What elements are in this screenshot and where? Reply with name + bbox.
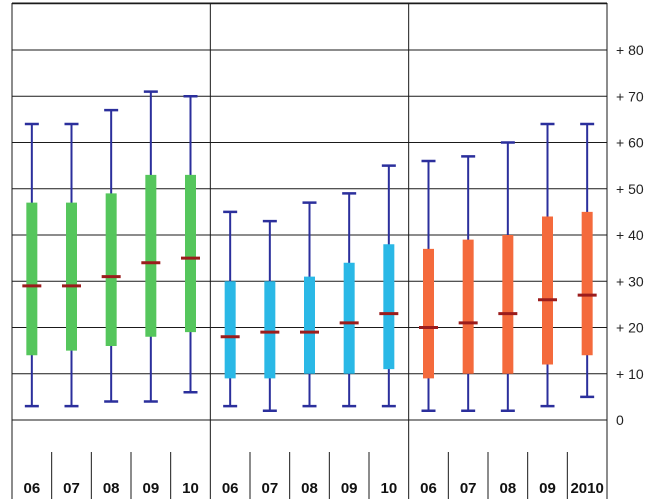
box-item xyxy=(62,122,81,408)
y-tick-label: + 10 xyxy=(616,366,644,382)
box-item xyxy=(458,155,478,412)
y-tick-label: + 20 xyxy=(616,320,644,336)
box xyxy=(224,281,236,379)
box xyxy=(105,193,117,346)
y-axis-ticks: 0 + 10 + 20 + 30 + 40 + 50 + 60 + 70 + 80 xyxy=(616,42,644,428)
box-item xyxy=(339,192,359,408)
x-tick-label: 07 xyxy=(261,480,278,497)
box xyxy=(423,248,434,379)
box xyxy=(304,276,315,374)
box xyxy=(542,216,553,365)
y-tick-label: + 60 xyxy=(616,135,644,151)
x-tick-label: 08 xyxy=(499,480,516,497)
box-group xyxy=(419,122,597,412)
box-group xyxy=(220,164,399,412)
boxes xyxy=(22,90,597,412)
x-tick-label: 10 xyxy=(182,480,199,497)
box xyxy=(145,174,157,337)
x-tick-label: 2010 xyxy=(570,480,603,497)
y-tick-label: + 50 xyxy=(616,181,644,197)
x-tick-label: 07 xyxy=(63,480,80,497)
x-tick-label: 06 xyxy=(420,480,437,497)
x-tick-label: 08 xyxy=(103,480,120,497)
y-tick-label: + 40 xyxy=(616,227,644,243)
box-item xyxy=(498,141,518,412)
box-item xyxy=(538,122,557,408)
box-item xyxy=(300,201,319,408)
box xyxy=(502,235,514,374)
panel-frames xyxy=(11,2,608,499)
x-tick-label: 08 xyxy=(301,480,318,497)
box-item xyxy=(419,159,438,412)
box-item xyxy=(220,210,240,408)
x-tick-label: 09 xyxy=(539,480,556,497)
box xyxy=(343,262,355,374)
box xyxy=(383,244,395,370)
box xyxy=(66,202,77,351)
x-tick-label: 09 xyxy=(341,480,358,497)
y-tick-label: + 80 xyxy=(616,42,644,58)
box xyxy=(581,211,593,356)
x-tick-label: 06 xyxy=(23,480,40,497)
box-item xyxy=(577,122,597,399)
box-item xyxy=(141,90,161,403)
box xyxy=(264,281,276,379)
box-item xyxy=(181,95,200,394)
box-item xyxy=(260,219,280,412)
x-tick-label: 07 xyxy=(460,480,477,497)
x-tick-label: 06 xyxy=(222,480,239,497)
x-tick-label: 09 xyxy=(142,480,159,497)
x-axis-ticks: 06 07 08 09 10 06 07 08 09 10 06 07 08 09 2010 xyxy=(23,452,604,499)
box-item xyxy=(379,164,399,408)
box xyxy=(185,174,196,333)
box xyxy=(462,239,474,374)
x-tick-label: 10 xyxy=(380,480,397,497)
box-item xyxy=(22,122,42,408)
y-tick-label: + 70 xyxy=(616,88,644,104)
y-tick-label: 0 xyxy=(616,412,624,428)
box xyxy=(26,202,38,356)
box-group xyxy=(22,90,200,408)
y-tick-label: + 30 xyxy=(616,273,644,289)
box-item xyxy=(101,108,121,403)
